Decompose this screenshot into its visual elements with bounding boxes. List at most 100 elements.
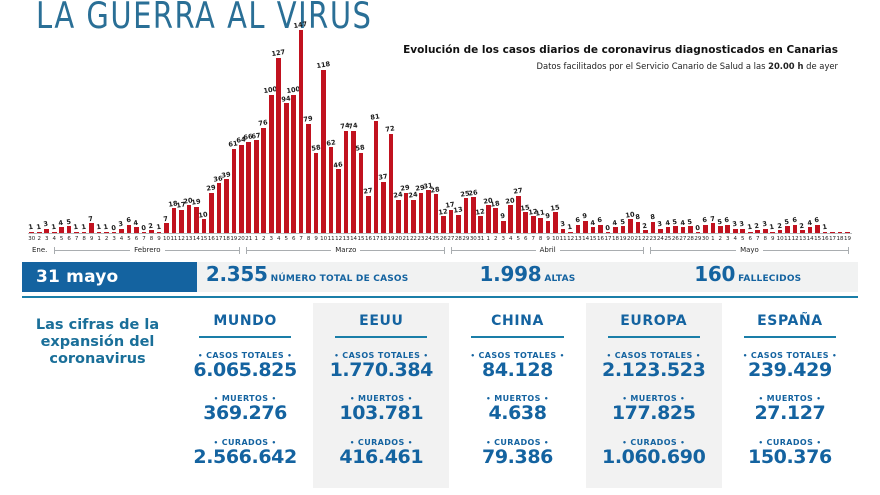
chart-day-tick: 20 xyxy=(626,236,634,242)
chart-bar xyxy=(448,209,454,233)
chart-bar-value-label: 4 xyxy=(589,218,596,228)
chart-bar xyxy=(740,228,746,233)
chart-bar-value-label: 3 xyxy=(656,219,663,229)
chart-day-tick: 4 xyxy=(508,236,513,242)
figures-metric-label: • MUERTOS • xyxy=(486,394,549,404)
chart-bar-column: 24 xyxy=(393,30,403,233)
chart-bar xyxy=(575,224,581,233)
chart-bar-column: 9 xyxy=(544,30,551,233)
chart-bar xyxy=(194,206,199,233)
chart-bar xyxy=(717,226,723,233)
chart-day-tick: 18 xyxy=(380,236,387,242)
chart-bar-column: 17 xyxy=(176,30,186,233)
chart-day-tick: 21 xyxy=(402,236,410,242)
chart-bar-value-label: 6 xyxy=(125,215,132,225)
chart-day-tick: 5 xyxy=(284,236,288,242)
chart-bar-value-label: 5 xyxy=(619,217,626,226)
chart-bar xyxy=(216,183,222,233)
chart-bar-column: 74 xyxy=(348,30,358,233)
chart-bar xyxy=(119,228,124,233)
chart-month-label: Marzo xyxy=(331,246,361,254)
bullet-icon: • xyxy=(334,352,340,360)
chart-bar xyxy=(598,224,603,233)
chart-day-tick: 16 xyxy=(365,236,373,242)
figures-metric-recovered: • CURADOS • 150.376 xyxy=(722,438,858,468)
chart-bar xyxy=(298,30,304,233)
chart-day-tick: 24 xyxy=(656,236,664,242)
chart-bar-column: 0 xyxy=(694,30,701,233)
chart-day-tick: 3 xyxy=(44,236,49,242)
chart-bar xyxy=(313,152,319,233)
chart-bar xyxy=(643,230,648,233)
chart-bar-value-label: 1 xyxy=(73,222,79,232)
chart-bar xyxy=(703,224,708,233)
chart-bar-value-label: 8 xyxy=(649,213,656,222)
daily-cases-bar-chart: 1 1 3 1 4 5 1 1 7 1 1 0 3 6 4 0 2 1 7 18 17 20 19 10 29 36 39 61 64 6… xyxy=(28,20,852,233)
chart-bar xyxy=(418,192,424,233)
chart-bar xyxy=(59,227,64,233)
chart-bar-column: 0 xyxy=(140,30,147,233)
chart-day-tick: 11 xyxy=(559,236,567,242)
chart-day-tick: 26 xyxy=(671,236,679,242)
figures-column-china: CHINA • CASOS TOTALES • 84.128 • MUERTOS • 4… xyxy=(449,303,585,488)
chart-bar-column: 26 xyxy=(468,30,478,233)
chart-bar-column: 2 xyxy=(754,30,761,233)
chart-bar xyxy=(605,231,611,233)
chart-day-tick: 25 xyxy=(664,236,672,242)
chart-bar xyxy=(837,231,843,233)
chart-day-tick: 29 xyxy=(694,236,702,242)
chart-day-tick: 4 xyxy=(52,236,56,242)
chart-bar-column: 6 xyxy=(814,30,821,233)
chart-bar xyxy=(343,130,349,233)
chart-bar-column: 94 xyxy=(280,30,291,233)
chart-day-tick: 5 xyxy=(741,236,745,242)
chart-bar xyxy=(508,205,514,233)
chart-bar xyxy=(104,231,109,233)
chart-month-band: Ene. xyxy=(28,244,52,256)
chart-bar-value-label: 4 xyxy=(664,218,671,228)
figures-metric-value: 6.065.825 xyxy=(193,359,297,381)
chart-day-tick: 8 xyxy=(763,236,767,242)
chart-bar-column: 1 xyxy=(747,30,754,233)
chart-bar-column: 15 xyxy=(550,30,560,233)
chart-bar-column: 10 xyxy=(198,30,208,233)
chart-bar xyxy=(171,208,177,233)
figures-metric-recovered: • CURADOS • 1.060.690 xyxy=(586,438,722,468)
chart-bar-column: 36 xyxy=(213,30,223,233)
bullet-icon: • xyxy=(407,438,413,447)
chart-day-tick: 19 xyxy=(619,236,627,242)
chart-bar-column: 4 xyxy=(806,30,813,233)
chart-bar xyxy=(665,227,671,233)
bullet-icon: • xyxy=(622,438,628,447)
chart-day-tick: 27 xyxy=(679,236,687,242)
chart-bar-column: 1 xyxy=(28,30,35,233)
chart-bar-column: 1 xyxy=(821,30,828,233)
chart-bar xyxy=(253,140,259,233)
chart-bar-value-label: 4 xyxy=(58,218,65,228)
figures-metric-recovered: • CURADOS • 2.566.642 xyxy=(177,438,313,468)
figures-column-rule xyxy=(335,336,428,338)
figures-metric-deaths: • MUERTOS • 27.127 xyxy=(722,394,858,424)
chart-day-tick: 5 xyxy=(127,236,131,242)
chart-bar xyxy=(515,195,521,233)
chart-bar xyxy=(845,231,850,233)
chart-bar xyxy=(493,208,499,233)
figures-metric-value: 177.825 xyxy=(611,402,696,425)
chart-bar-value-label: 0 xyxy=(110,224,117,233)
chart-bar xyxy=(111,231,117,233)
chart-bar-value-label: 3 xyxy=(559,219,566,229)
chart-bar-column: 5 xyxy=(619,30,626,233)
chart-bar xyxy=(770,231,775,233)
chart-day-tick: 30 xyxy=(701,236,709,242)
chart-month-label: Febrero xyxy=(130,246,165,254)
chart-day-tick: 18 xyxy=(222,236,230,242)
chart-day-tick: 19 xyxy=(387,236,395,242)
chart-day-tick: 17 xyxy=(372,236,380,242)
chart-bar xyxy=(283,103,289,233)
chart-bar-column: 4 xyxy=(679,30,686,233)
chart-bar xyxy=(628,219,633,233)
chart-month-label: Mayo xyxy=(736,246,763,254)
chart-day-tick: 4 xyxy=(119,236,124,242)
chart-bar-column: 1 xyxy=(155,30,162,233)
figures-metric-label: • CASOS TOTALES • xyxy=(198,351,293,360)
